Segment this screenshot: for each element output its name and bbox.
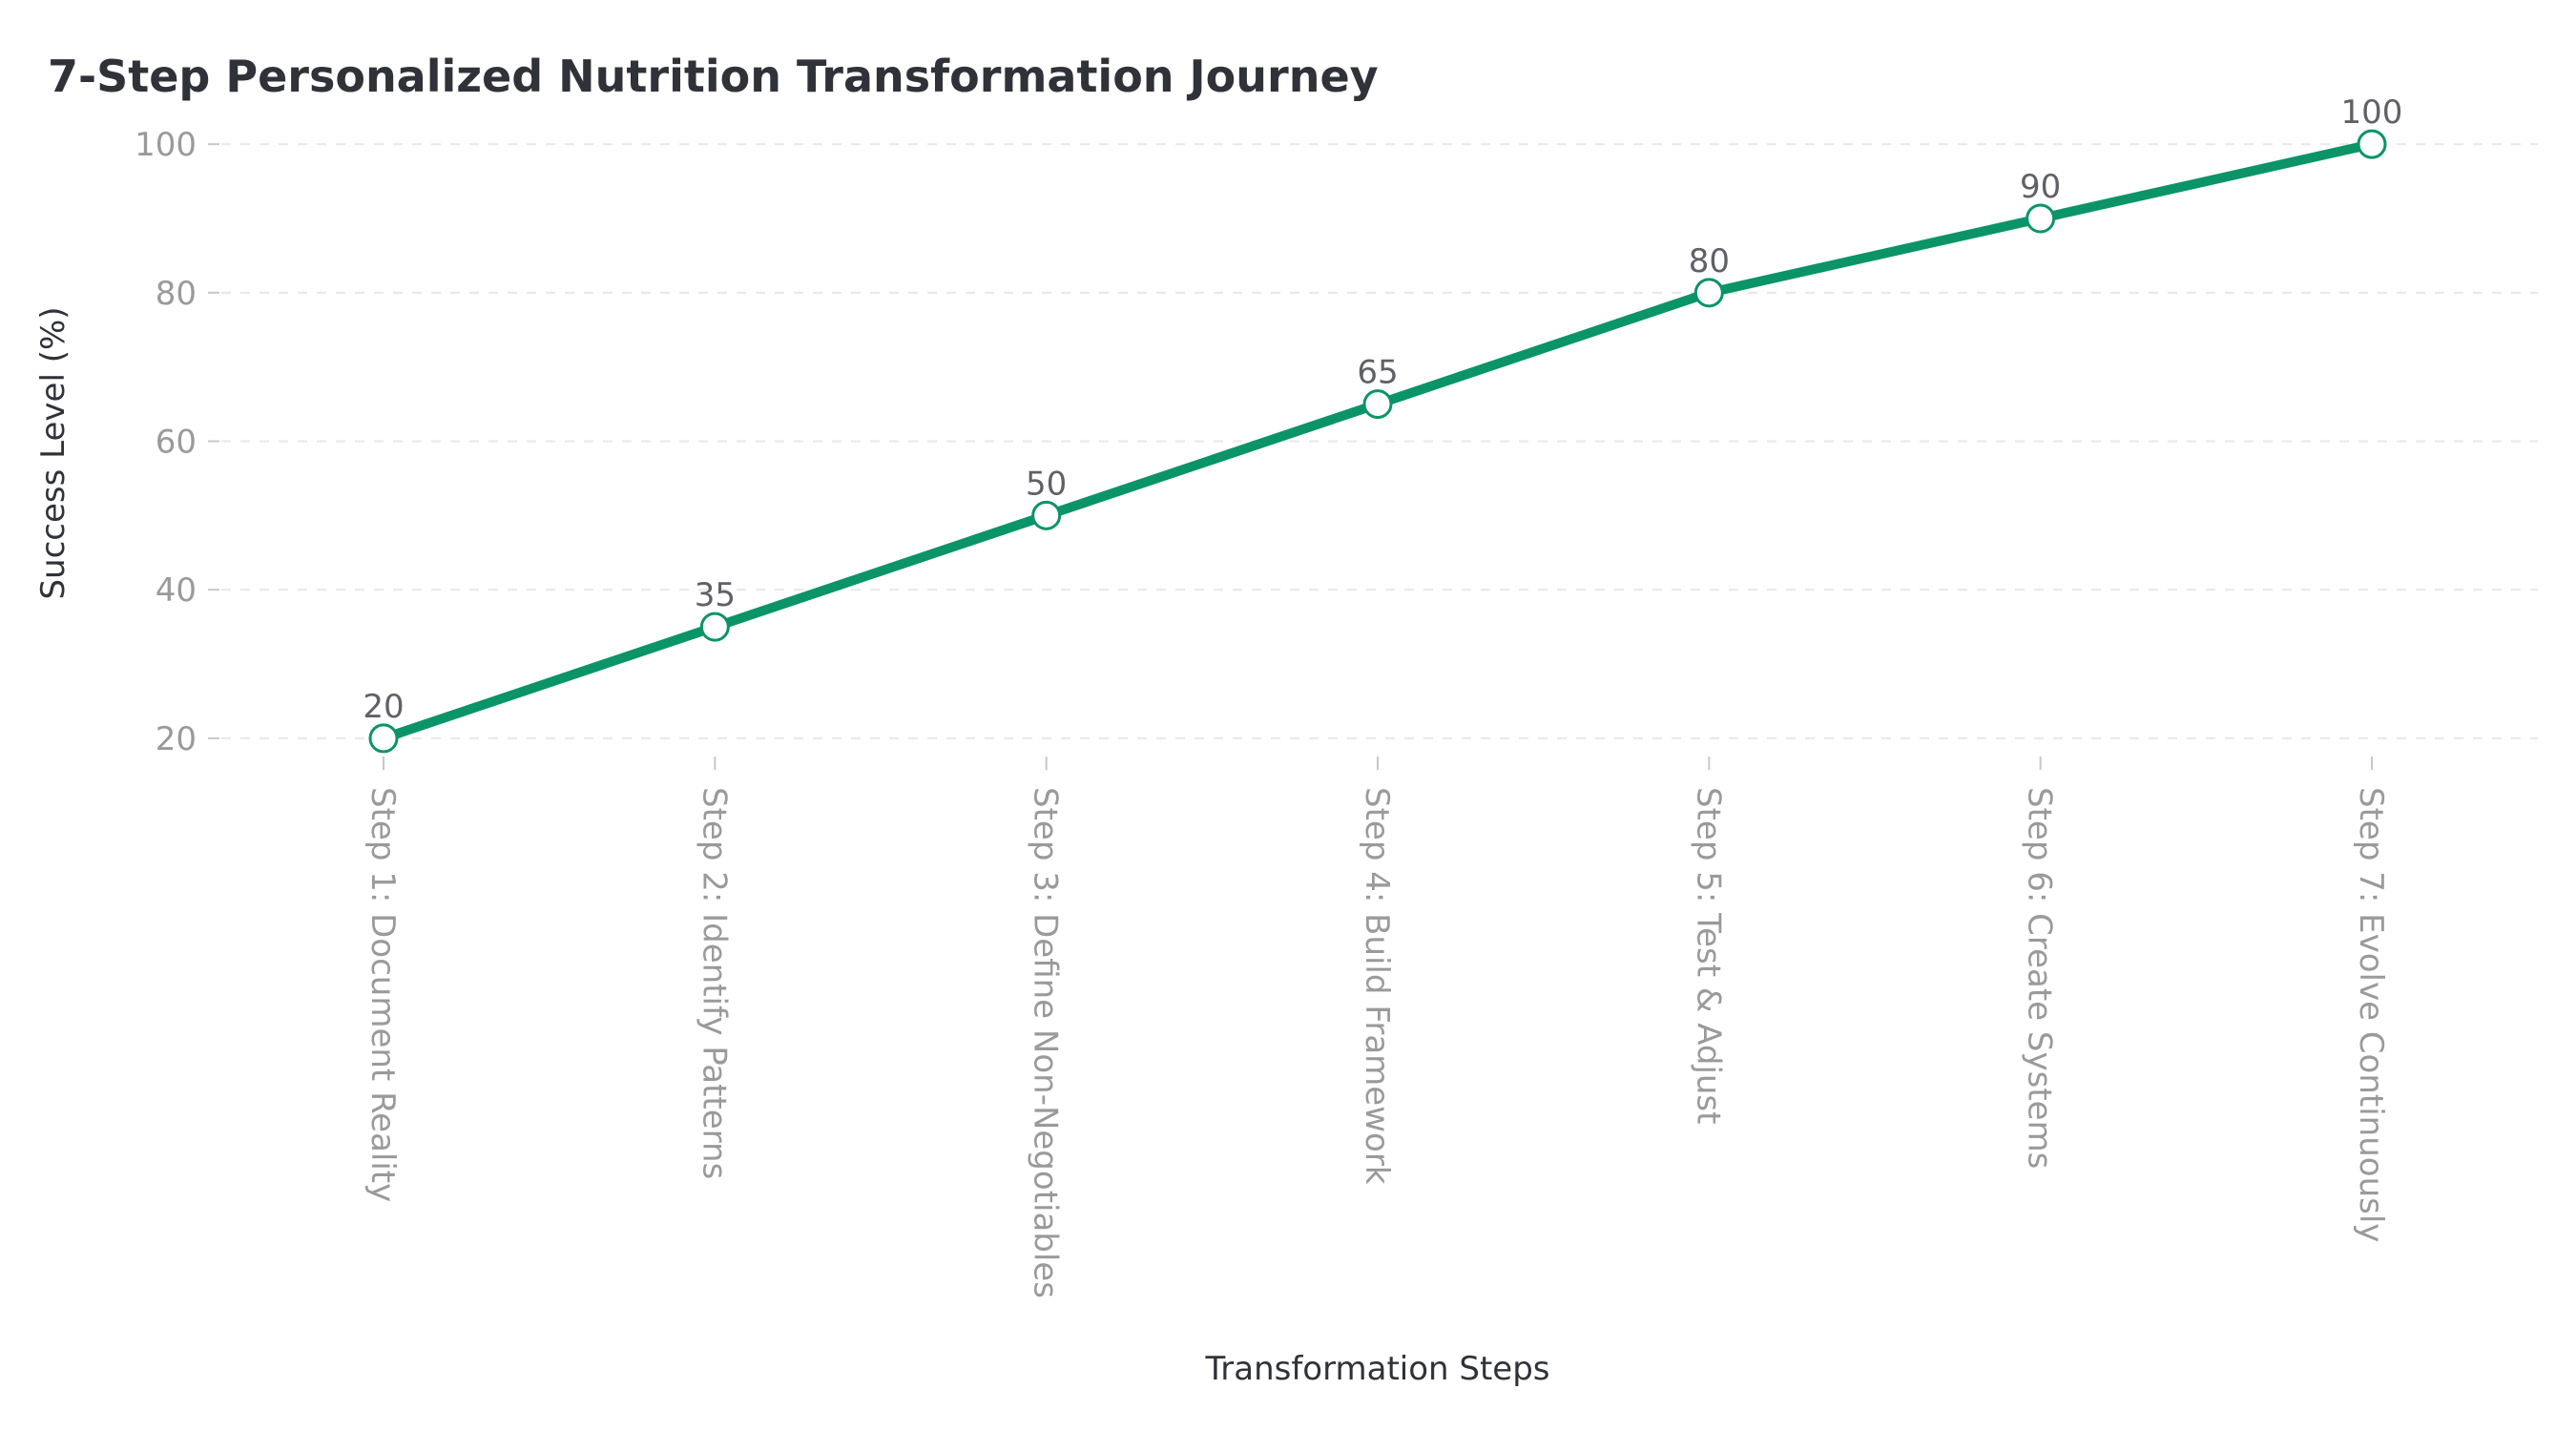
y-axis-label: Success Level (%): [34, 306, 73, 599]
x-tick-label: Step 1: Document Reality: [364, 787, 402, 1202]
y-tick-label: 60: [156, 424, 197, 462]
data-point[interactable]: [2357, 129, 2387, 159]
x-tick-label: Step 7: Evolve Continuously: [2352, 787, 2390, 1242]
y-tick-label: 100: [135, 126, 197, 164]
x-axis-label: Transformation Steps: [1204, 1350, 1549, 1388]
data-label: 100: [2341, 93, 2403, 132]
data-labels: 20 35 50 65 80 90 100: [363, 93, 2402, 726]
series-layer: [368, 129, 2387, 754]
data-point[interactable]: [2025, 203, 2056, 234]
x-tick-label: Step 3: Define Non-Negotiables: [1027, 787, 1065, 1298]
y-tick-label: 20: [156, 720, 197, 758]
x-tick-label: Step 2: Identify Patterns: [695, 787, 733, 1179]
x-axis-ticks: Step 1: Document Reality Step 2: Identify…: [364, 757, 2390, 1298]
data-point[interactable]: [368, 723, 399, 754]
x-tick-label: Step 5: Test & Adjust: [1689, 787, 1727, 1124]
y-axis-ticks: 20 40 60 80 100: [135, 126, 219, 758]
data-label: 90: [2020, 168, 2061, 206]
data-point[interactable]: [1693, 278, 1724, 308]
data-point[interactable]: [699, 612, 730, 642]
data-point[interactable]: [1031, 500, 1062, 530]
chart-title: 7-Step Personalized Nutrition Transforma…: [48, 51, 1379, 102]
data-label: 80: [1689, 242, 1730, 280]
data-label: 65: [1357, 354, 1398, 392]
x-tick-label: Step 6: Create Systems: [2021, 787, 2059, 1169]
data-label: 35: [695, 576, 736, 614]
grid-lines: [221, 143, 2538, 739]
data-label: 20: [363, 688, 404, 726]
data-point[interactable]: [1362, 389, 1393, 420]
y-tick-label: 80: [156, 275, 197, 313]
data-label: 50: [1026, 465, 1067, 503]
y-tick-label: 40: [156, 571, 197, 610]
x-tick-label: Step 4: Build Framework: [1358, 787, 1396, 1185]
